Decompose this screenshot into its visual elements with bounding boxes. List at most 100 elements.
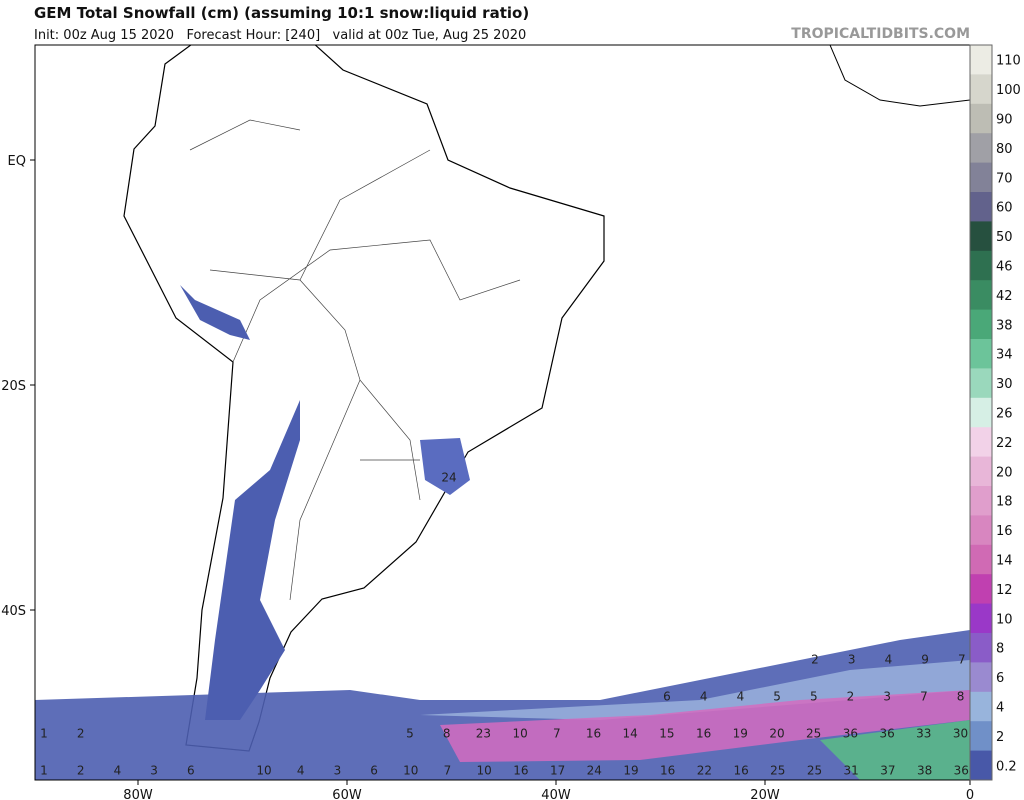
colorbar-label: 4: [996, 701, 1004, 716]
colorbar-swatch: [970, 456, 992, 487]
peru-snow: [180, 285, 250, 340]
snow-label: 10: [256, 764, 271, 778]
colorbar-swatch: [970, 133, 992, 164]
snow-label: 8: [957, 690, 965, 704]
x-tick-label: 80W: [123, 788, 153, 800]
colorbar-label: 10: [996, 612, 1013, 627]
brazil-snow: [420, 438, 470, 495]
snow-label: 37: [880, 764, 895, 778]
x-tick-label: 60W: [332, 788, 362, 800]
colorbar-label: 70: [996, 171, 1013, 186]
snow-label: 25: [806, 727, 821, 741]
colorbar-label: 42: [996, 289, 1013, 304]
snow-label: 22: [697, 764, 712, 778]
snow-label: 16: [696, 727, 711, 741]
snow-label: 4: [737, 690, 745, 704]
snow-label: 4: [700, 690, 708, 704]
axes: 80W 60W 40W 20W 0 EQ 20S 40S: [1, 154, 974, 800]
colorbar-label: 8: [996, 642, 1004, 657]
y-tick-label: 40S: [1, 604, 26, 619]
snow-label: 10: [512, 727, 527, 741]
snow-label: 36: [954, 764, 969, 778]
snow-label: 19: [623, 764, 638, 778]
colorbar-label: 60: [996, 201, 1013, 216]
snow-label: 24: [587, 764, 602, 778]
colorbar-label: 26: [996, 407, 1013, 422]
colorbar-swatch: [970, 691, 992, 722]
snow-label: 3: [848, 653, 856, 667]
title: GEM Total Snowfall (cm) (assuming 10:1 s…: [34, 4, 529, 22]
snow-label: 4: [297, 764, 305, 778]
snow-label: 7: [444, 764, 452, 778]
colorbar-swatch: [970, 750, 992, 781]
colorbar-swatch: [970, 486, 992, 516]
snow-label: 8: [443, 727, 451, 741]
colorbar-label: 2: [996, 730, 1004, 745]
colorbar-label: 38: [996, 318, 1013, 333]
colorbar-label: 46: [996, 260, 1013, 275]
colorbar-swatch: [970, 221, 992, 252]
snow-label: 1: [40, 764, 48, 778]
colorbar-swatch: [970, 162, 992, 193]
snow-label: 1: [40, 727, 48, 741]
snow-label: 7: [553, 727, 561, 741]
colorbar-swatch: [970, 45, 992, 75]
africa: [829, 45, 970, 107]
snow-label: 23: [476, 727, 491, 741]
snow-label: 5: [406, 727, 414, 741]
snow-label: 36: [879, 727, 894, 741]
colorbar-label: 90: [996, 113, 1013, 128]
subtitle: Init: 00z Aug 15 2020 Forecast Hour: [24…: [34, 28, 526, 43]
colorbar-swatch: [970, 339, 992, 369]
snow-labels: 2 3 4 9 76 4 4 5 5 2 3 7 81 2 5 8 23 10 7 16 14 15 16 19 20 25 36 3…: [40, 471, 969, 778]
colorbar-swatch: [970, 397, 992, 428]
colorbar-swatch: [970, 103, 992, 134]
colorbar-swatch: [970, 544, 992, 575]
x-tick-label: 0: [966, 788, 974, 800]
colorbar-swatch: [970, 309, 992, 340]
snow-label: 6: [370, 764, 378, 778]
colorbar-label: 20: [996, 465, 1013, 480]
snow-label: 33: [916, 727, 931, 741]
map: 2 3 4 9 76 4 4 5 5 2 3 7 81 2 5 8 23 10 7 16 14 15 16 19 20 25 36 3…: [35, 45, 970, 780]
colorbar-label: 14: [996, 554, 1013, 569]
snow-label: 9: [921, 653, 929, 667]
colorbar-swatch: [970, 368, 992, 399]
colorbar-label: 30: [996, 377, 1013, 392]
y-tick-label: EQ: [8, 154, 26, 169]
colorbar-swatch: [970, 574, 992, 605]
snow-label: 30: [953, 727, 968, 741]
snow-label: 25: [807, 764, 822, 778]
snow-label: 7: [958, 653, 966, 667]
snow-label: 20: [769, 727, 784, 741]
snow-label: 5: [810, 690, 818, 704]
colorbar-label: 12: [996, 583, 1013, 598]
snow-label: 16: [660, 764, 675, 778]
colorbar-frame: [969, 44, 993, 781]
snow-label: 7: [920, 690, 928, 704]
snow-label: 19: [733, 727, 748, 741]
andes-snow: [205, 400, 300, 720]
snow-band-pink: [440, 690, 970, 762]
colorbar-label: 18: [996, 495, 1013, 510]
snow-label: 4: [114, 764, 122, 778]
snow-label: 25: [770, 764, 785, 778]
snow-label: 3: [150, 764, 158, 778]
colorbar-swatch: [970, 192, 992, 222]
colorbar-swatch: [970, 427, 992, 458]
colorbar-label: 100: [996, 83, 1021, 98]
snow-label: 10: [477, 764, 492, 778]
snow-label: 2: [77, 727, 85, 741]
snow-label: 2: [847, 690, 855, 704]
colorbar-swatch: [970, 74, 992, 105]
snow-label: 3: [883, 690, 891, 704]
snow-label: 6: [187, 764, 195, 778]
snow-label: 6: [663, 690, 671, 704]
snow-label: 16: [733, 764, 748, 778]
colorbar-label: 6: [996, 671, 1004, 686]
snow-label: 15: [659, 727, 674, 741]
colorbar-swatch: [970, 721, 992, 752]
colorbar-label: 0.2: [996, 759, 1017, 774]
colorbar-label: 22: [996, 436, 1013, 451]
